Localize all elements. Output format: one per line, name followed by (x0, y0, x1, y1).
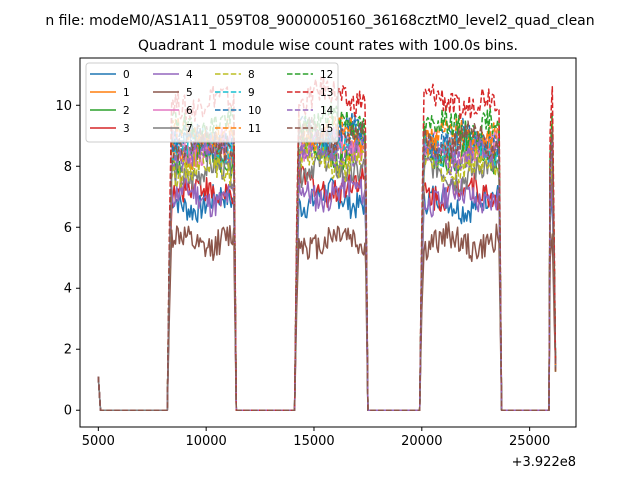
legend-label-0: 0 (123, 69, 130, 81)
legend-label-6: 6 (186, 105, 193, 117)
legend-label-8: 8 (248, 69, 255, 81)
series-line-4 (97, 172, 557, 411)
legend-label-2: 2 (123, 105, 130, 117)
x-tick-label: 5000 (82, 434, 115, 449)
legend-label-4: 4 (186, 69, 193, 81)
legend-label-14: 14 (320, 105, 334, 117)
y-tick-label: 8 (64, 160, 72, 175)
figure-suptitle: n file: modeM0/AS1A11_059T08_9000005160_… (45, 13, 594, 29)
series-line-8 (97, 139, 557, 411)
y-tick-label: 6 (64, 221, 72, 236)
x-tick-label: 10000 (185, 434, 226, 449)
legend-label-12: 12 (320, 69, 333, 81)
x-tick-label: 25000 (509, 434, 550, 449)
legend-label-13: 13 (320, 87, 333, 99)
series-line-14 (97, 129, 557, 411)
series-line-0 (97, 177, 557, 411)
x-offset-label: +3.922e8 (512, 455, 576, 470)
series-line-13 (97, 76, 557, 411)
legend-label-15: 15 (320, 123, 333, 135)
x-tick-label: 20000 (401, 434, 442, 449)
y-tick-label: 0 (64, 404, 72, 419)
y-tick-label: 4 (64, 282, 72, 297)
x-tick-label: 15000 (293, 434, 334, 449)
legend-label-11: 11 (248, 123, 261, 135)
legend-label-5: 5 (186, 87, 193, 99)
axes-frame (79, 57, 577, 428)
series-line-5 (97, 221, 557, 411)
legend-label-7: 7 (186, 123, 193, 135)
y-axis-ticks: 0 2 4 6 8 10 (55, 99, 80, 419)
y-tick-label: 2 (64, 343, 72, 358)
legend-label-1: 1 (123, 87, 130, 99)
legend-label-10: 10 (248, 105, 261, 117)
x-axis-ticks: 5000 10000 15000 20000 25000 (82, 427, 550, 449)
legend-label-9: 9 (248, 87, 255, 99)
y-tick-label: 10 (55, 99, 72, 114)
legend-frame (85, 62, 339, 143)
axes-title: Quadrant 1 module wise count rates with … (138, 38, 518, 54)
legend-label-3: 3 (123, 123, 130, 135)
